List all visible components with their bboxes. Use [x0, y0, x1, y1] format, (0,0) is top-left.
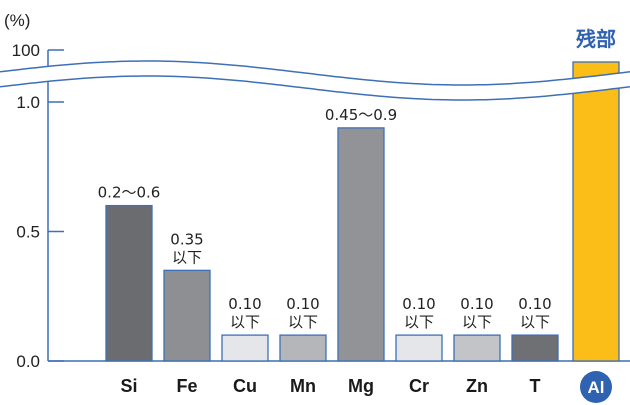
bar-al	[572, 61, 620, 362]
y-tick-label: 0.5	[16, 223, 40, 242]
y-unit-label: (%)	[4, 11, 30, 30]
value-label: 以下	[230, 313, 260, 331]
value-label: 0.10	[402, 295, 435, 313]
break-line-lower	[0, 75, 630, 101]
value-label: 残部	[576, 27, 616, 51]
bar-mg	[337, 127, 385, 362]
category-labels-group: Si Fe Cu Mn Mg Cr Zn T Al	[120, 371, 612, 403]
value-label: 0.10	[460, 295, 493, 313]
category-label: Zn	[466, 376, 488, 396]
value-label: 0.35	[170, 230, 203, 248]
value-label: 0.10	[518, 295, 551, 313]
value-label: 0.2～0.6	[98, 184, 161, 202]
bar-fe	[163, 269, 211, 362]
category-label: Mn	[290, 376, 316, 396]
value-label: 以下	[462, 313, 492, 331]
bar-cr	[395, 334, 443, 362]
al-badge	[580, 371, 612, 403]
bar-cu	[221, 334, 269, 362]
y-tick-label: 1.0	[16, 93, 40, 112]
value-label: 以下	[520, 313, 550, 331]
bars-group	[105, 61, 620, 362]
value-label: 以下	[404, 313, 434, 331]
category-label: Al	[588, 378, 605, 397]
y-tick-label: 0.0	[16, 352, 40, 371]
value-label: 0.45～0.9	[325, 106, 397, 124]
break-band	[0, 61, 630, 100]
value-label: 以下	[172, 248, 202, 266]
category-label: Cu	[233, 376, 257, 396]
value-label: 0.10	[228, 295, 261, 313]
y-tick-label-upper: 100	[12, 41, 40, 60]
value-labels-group: 0.2～0.60.35以下0.10以下0.10以下0.45～0.90.10以下0…	[98, 27, 616, 331]
axis-break	[0, 60, 630, 101]
break-line-upper	[0, 60, 630, 86]
bar-si	[105, 204, 153, 362]
category-label: Cr	[409, 376, 429, 396]
value-label: 0.10	[286, 295, 319, 313]
bar-t	[511, 334, 559, 362]
category-label: Fe	[176, 376, 197, 396]
category-label: Si	[120, 376, 137, 396]
category-label: T	[530, 376, 541, 396]
category-label: Mg	[348, 376, 374, 396]
bar-mn	[279, 334, 327, 362]
value-label: 以下	[288, 313, 318, 331]
bar-zn	[453, 334, 501, 362]
